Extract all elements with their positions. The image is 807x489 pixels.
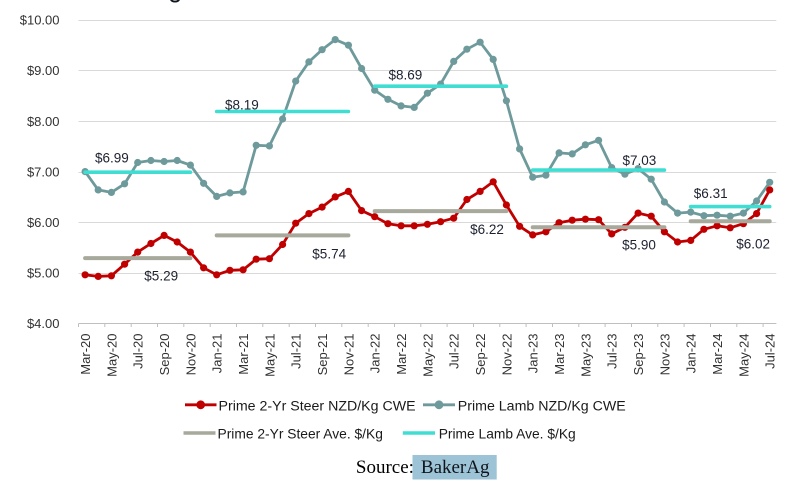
- svg-text:$8.69: $8.69: [389, 67, 423, 82]
- svg-text:$6.22: $6.22: [470, 222, 504, 237]
- svg-text:$7.00: $7.00: [27, 164, 60, 179]
- svg-text:$8.19: $8.19: [225, 97, 259, 112]
- svg-text:Jul-23: Jul-23: [605, 334, 620, 369]
- svg-text:Prime Lamb NZD/Kg CWE: Prime Lamb NZD/Kg CWE: [458, 398, 626, 414]
- svg-text:May-24: May-24: [736, 334, 751, 377]
- svg-text:Mar-21: Mar-21: [236, 334, 251, 375]
- svg-text:Nov-22: Nov-22: [499, 334, 514, 376]
- svg-text:$5.90: $5.90: [622, 238, 656, 253]
- svg-text:Jul-20: Jul-20: [131, 334, 146, 369]
- svg-text:$5.74: $5.74: [312, 246, 346, 261]
- svg-text:Sep-23: Sep-23: [631, 334, 646, 376]
- svg-text:Mar-24: Mar-24: [710, 334, 725, 375]
- svg-text:$8.00: $8.00: [27, 114, 60, 129]
- svg-text:Jul-21: Jul-21: [289, 334, 304, 369]
- svg-text:Mar-22: Mar-22: [394, 334, 409, 375]
- svg-text:BakerAg: BakerAg: [421, 457, 490, 478]
- svg-text:Jan-24: Jan-24: [684, 334, 699, 374]
- svg-text:Sep-21: Sep-21: [315, 334, 330, 376]
- svg-text:Prime 2-Yr Steer NZD/Kg CWE: Prime 2-Yr Steer NZD/Kg CWE: [219, 398, 416, 414]
- svg-text:Sep-22: Sep-22: [473, 334, 488, 376]
- svg-text:Prime Lamb Ave. $/Kg: Prime Lamb Ave. $/Kg: [439, 427, 576, 442]
- svg-text:$5.00: $5.00: [27, 266, 60, 281]
- svg-text:Prime 2-Yr Steer Ave. $/Kg: Prime 2-Yr Steer Ave. $/Kg: [218, 427, 383, 442]
- svg-text:Jan-21: Jan-21: [210, 334, 225, 374]
- svg-text:$5.29: $5.29: [144, 269, 178, 284]
- svg-text:Jul-24: Jul-24: [763, 334, 778, 369]
- svg-text:May-22: May-22: [420, 334, 435, 377]
- svg-text:$9.00: $9.00: [27, 63, 60, 78]
- svg-text:Nov-23: Nov-23: [657, 334, 672, 376]
- svg-text:Mar-20: Mar-20: [78, 334, 93, 375]
- svg-text:$6.99: $6.99: [95, 151, 129, 166]
- svg-text:Jul-22: Jul-22: [447, 334, 462, 369]
- svg-text:$6.02: $6.02: [736, 237, 770, 252]
- svg-text:Source:: Source:: [356, 457, 414, 478]
- svg-text:$6.31: $6.31: [694, 186, 728, 201]
- svg-text:May-20: May-20: [104, 334, 119, 377]
- svg-text:Jan-22: Jan-22: [368, 334, 383, 374]
- svg-text:Jan-23: Jan-23: [526, 334, 541, 374]
- svg-text:$10.00: $10.00: [20, 13, 60, 28]
- svg-text:May-23: May-23: [578, 334, 593, 377]
- svg-text:Nov-20: Nov-20: [183, 334, 198, 376]
- svg-text:Sep-20: Sep-20: [157, 334, 172, 376]
- svg-text:May-21: May-21: [262, 334, 277, 377]
- svg-text:Mar-23: Mar-23: [552, 334, 567, 375]
- svg-text:$6.00: $6.00: [27, 215, 60, 230]
- svg-text:$4.00: $4.00: [27, 316, 60, 331]
- svg-text:Nov-21: Nov-21: [341, 334, 356, 376]
- svg-text:$7.03: $7.03: [623, 153, 657, 168]
